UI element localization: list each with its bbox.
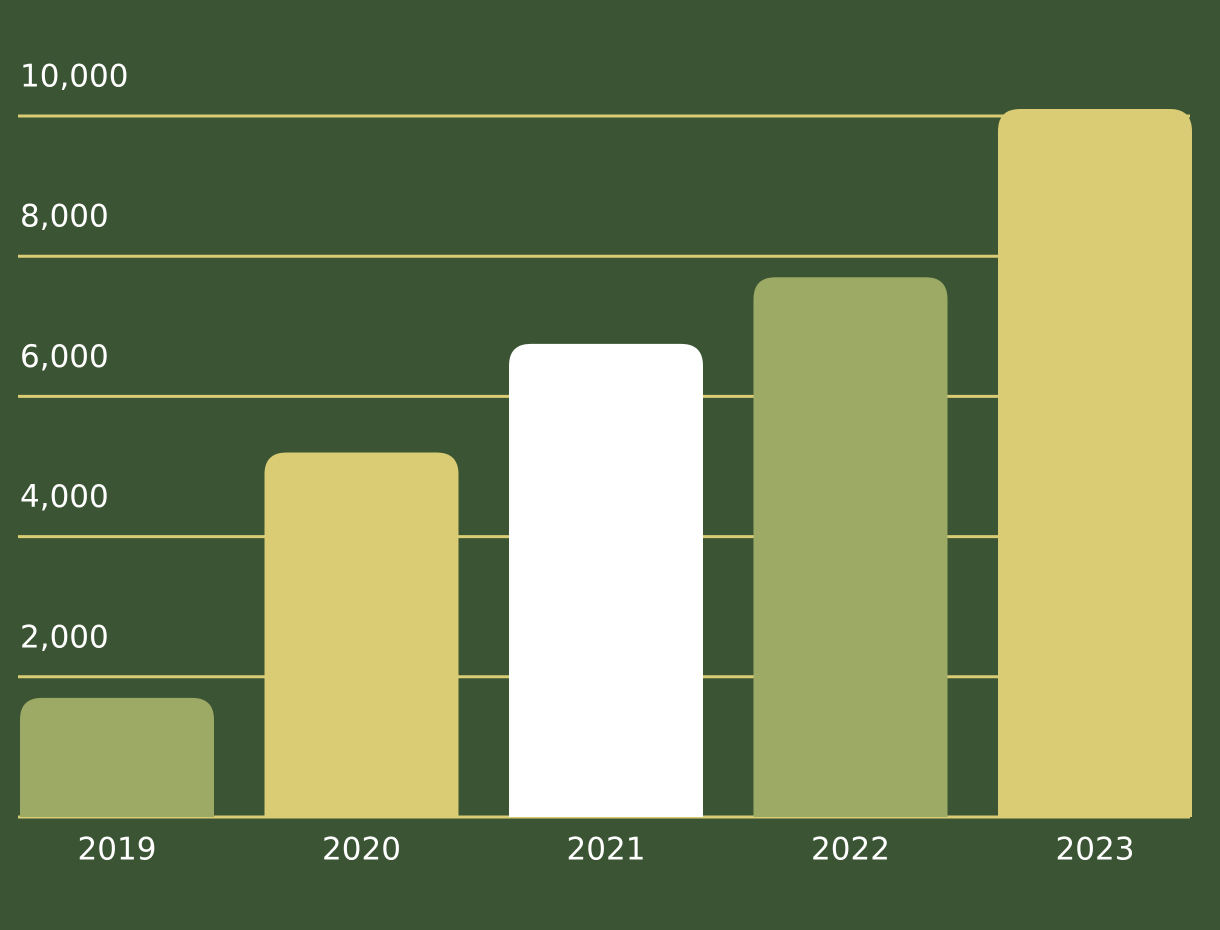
bar xyxy=(264,452,459,817)
x-tick-label: 2021 xyxy=(567,832,646,868)
y-tick-label: 8,000 xyxy=(20,199,109,235)
y-tick-label: 10,000 xyxy=(20,59,128,95)
bar xyxy=(753,277,948,818)
x-tick-label: 2019 xyxy=(78,832,157,868)
bar xyxy=(509,343,703,817)
bar xyxy=(998,108,1192,818)
y-tick-label: 6,000 xyxy=(20,339,109,375)
x-tick-label: 2022 xyxy=(811,832,890,868)
x-tick-label: 2020 xyxy=(322,832,401,868)
y-tick-label: 2,000 xyxy=(20,619,109,655)
bar xyxy=(20,697,214,817)
x-tick-label: 2023 xyxy=(1056,832,1135,868)
y-tick-label: 4,000 xyxy=(20,479,109,515)
